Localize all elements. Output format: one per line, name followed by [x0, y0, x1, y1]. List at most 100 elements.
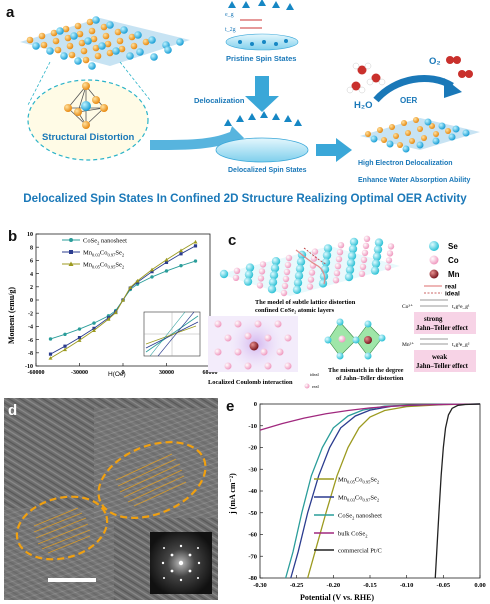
slab-atom — [370, 266, 380, 275]
slab-atom — [244, 270, 254, 279]
co3-label: Co³⁺ — [402, 304, 413, 310]
slab-atom — [281, 282, 289, 290]
pristine-spin-diagram — [225, 0, 299, 51]
slab-atom — [335, 256, 343, 263]
legend-real: real — [445, 284, 457, 291]
slab-atom — [257, 275, 265, 282]
slab-atom — [267, 285, 277, 294]
e-xlabel: Potential (V vs. RHE) — [300, 593, 374, 602]
legend-mn: Mn — [448, 270, 460, 279]
slab-atom — [321, 258, 331, 267]
slab-atom — [348, 244, 358, 254]
panel-d-letter: d — [8, 402, 18, 419]
panel-e-letter: e — [226, 398, 235, 415]
y-tick-label: -40 — [248, 488, 257, 495]
series-point-1 — [179, 252, 183, 256]
y-tick-label: -10 — [248, 423, 257, 430]
y-tick-label: -50 — [248, 510, 257, 517]
legend-mn003: Mn0.03Co0.97Se2 — [83, 250, 124, 258]
weak-label: weak — [432, 354, 447, 361]
slab-atom — [283, 268, 291, 276]
x-tick-label: -60000 — [28, 370, 45, 376]
slab-atom — [344, 272, 354, 282]
x-tick-label: -30000 — [71, 370, 88, 376]
e-ylabel: j (mA cm⁻²) — [228, 473, 237, 515]
slab-atom — [362, 242, 370, 249]
y-tick-label: 2 — [30, 285, 33, 291]
h2o-label: H₂O — [354, 100, 373, 111]
slab-atom — [361, 249, 369, 256]
sweep-arrow — [150, 126, 244, 150]
small-real: real — [312, 384, 319, 389]
lattice-fringes-bottom — [33, 507, 91, 554]
y-tick-label: 8 — [30, 245, 33, 251]
legend-e-mn003: Mn0.03Co0.97Se2 — [338, 495, 379, 503]
slab-atom — [359, 263, 367, 270]
slab-atom — [285, 254, 293, 262]
left-atomic-slab — [20, 16, 190, 70]
pristine-spin-states-label: Pristine Spin States — [226, 54, 297, 63]
series-point-0 — [48, 337, 53, 341]
y-tick-label: -30 — [248, 466, 257, 473]
x-tick-label: -0.20 — [327, 582, 341, 589]
slab-atom — [258, 268, 266, 275]
series-point-1 — [48, 352, 53, 356]
slab-atom — [358, 270, 366, 277]
delocalization-arrow — [245, 76, 279, 112]
series-point-0 — [179, 263, 183, 268]
series-line-0 — [307, 403, 481, 579]
octahedra-pair — [324, 318, 386, 360]
series-point-1 — [164, 260, 169, 264]
chart-b-inset — [143, 311, 201, 357]
o2-label: O₂ — [429, 56, 441, 67]
slab-atom — [259, 261, 267, 268]
series-point-2 — [48, 356, 53, 360]
delocalized-spin-states-label: Delocalized Spin States — [228, 167, 307, 174]
panel-a-illustration: e_g t_2g — [20, 0, 480, 163]
y-tick-label: 0 — [30, 298, 33, 304]
coulomb-caption: Localized Coulomb interaction — [208, 379, 293, 386]
y-tick-label: -10 — [25, 364, 33, 370]
small-ideal: ideal — [310, 372, 319, 377]
x-tick-label: -0.25 — [290, 582, 304, 589]
lattice-slab — [219, 235, 400, 297]
delocalized-spin-disk — [215, 111, 309, 163]
y-tick-label: 6 — [30, 259, 33, 265]
slab-atom — [270, 264, 280, 273]
chart-e-legend: Mn0.05Co0.95Se2 Mn0.03Co0.97Se2 CoSe2 na… — [314, 477, 382, 555]
strong-jt-label: Jahn–Teller effect — [416, 325, 469, 332]
y-tick-label: -60 — [248, 532, 257, 539]
co-config: t₂g⁶e_g¹ — [452, 304, 470, 310]
y-tick-label: -6 — [28, 338, 33, 344]
magnetization-chart: -60000 -30000 0 30000 60000 10 8 6 4 2 0 -2 -4 -6 -8 -1… — [7, 232, 218, 378]
series-point-1 — [150, 270, 154, 274]
legend-e-bulk: bulk CoSe2 — [338, 531, 368, 539]
series-point-2 — [128, 285, 133, 290]
series-point-2 — [179, 248, 183, 253]
slab-atom — [345, 265, 355, 275]
slab-atom — [386, 250, 394, 257]
slab-atom — [293, 278, 303, 287]
x-tick-label: 0.00 — [474, 582, 485, 589]
slab-atom — [346, 258, 356, 268]
y-tick-label: -70 — [248, 553, 257, 560]
legend-ideal: ideal — [445, 291, 460, 298]
slab-atom — [360, 256, 368, 263]
water-molecules — [346, 62, 386, 94]
series-point-1 — [193, 244, 198, 248]
slab-atom — [372, 252, 382, 261]
y-tick-label: 4 — [30, 272, 33, 278]
series-point-2 — [193, 239, 198, 244]
slab-atom — [349, 237, 359, 247]
slab-atom — [371, 259, 381, 268]
right-arrow — [316, 138, 352, 162]
slab-atom — [243, 277, 253, 286]
x-tick-label: -0.05 — [437, 582, 451, 589]
series-point-2 — [135, 278, 140, 283]
series-line-3 — [259, 403, 481, 431]
slab-atom — [294, 271, 304, 280]
slab-atom — [311, 248, 319, 255]
slab-atom — [280, 289, 288, 297]
y-tick-label: -8 — [28, 351, 33, 357]
x-tick-label: -0.10 — [400, 582, 414, 589]
